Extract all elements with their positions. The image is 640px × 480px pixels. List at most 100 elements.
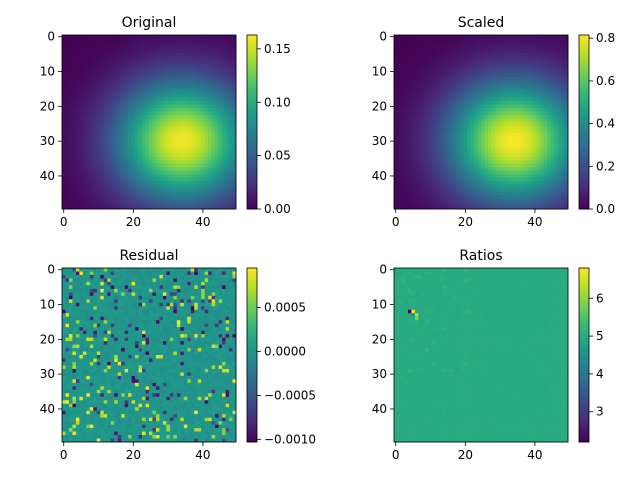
heatmap-cell	[173, 163, 178, 168]
heatmap-cell	[166, 142, 171, 147]
heatmap-cell	[62, 142, 66, 147]
heatmap-cell	[62, 101, 66, 105]
heatmap-cell	[211, 76, 216, 81]
heatmap-cell	[404, 202, 409, 206]
heatmap-cell	[128, 170, 132, 175]
heatmap-cell	[400, 83, 405, 88]
heatmap-cell	[176, 76, 181, 81]
heatmap-cell	[169, 111, 174, 116]
heatmap-cell	[428, 181, 433, 185]
heatmap-cell	[397, 38, 402, 43]
heatmap-cell	[103, 139, 108, 144]
heatmap-cell	[508, 153, 513, 158]
heatmap-cell	[96, 163, 101, 168]
heatmap-cell	[435, 41, 440, 46]
heatmap-cell	[65, 156, 70, 161]
heatmap-cell	[162, 160, 167, 165]
heatmap-cell	[100, 62, 105, 67]
heatmap-cell	[169, 104, 174, 109]
heatmap-cell	[166, 125, 171, 130]
heatmap-cell	[131, 76, 136, 81]
heatmap-cell	[194, 142, 199, 147]
heatmap-cell	[107, 80, 112, 85]
heatmap-cell	[194, 101, 199, 105]
heatmap-cell	[470, 142, 475, 147]
heatmap-cell	[75, 90, 80, 95]
heatmap-cell	[82, 111, 87, 116]
heatmap-cell	[162, 118, 167, 123]
heatmap-cell	[404, 128, 409, 133]
heatmap-cell	[561, 198, 565, 203]
heatmap-cell	[72, 135, 77, 140]
heatmap-cell	[470, 35, 475, 39]
heatmap-cell	[428, 122, 433, 126]
heatmap-cell	[400, 115, 405, 119]
heatmap-cell	[414, 115, 419, 119]
heatmap-cell	[86, 108, 91, 112]
heatmap-cell	[540, 184, 544, 189]
heatmap-cell	[515, 195, 520, 199]
heatmap-cell	[529, 104, 534, 109]
heatmap-cell	[439, 142, 444, 147]
heatmap-cell	[487, 149, 492, 154]
heatmap-cell	[442, 41, 447, 46]
heatmap-cell	[526, 153, 531, 158]
heatmap-cell	[211, 104, 216, 109]
heatmap-cell	[218, 205, 223, 210]
heatmap-cell	[463, 181, 468, 185]
heatmap-cell	[166, 156, 171, 161]
heatmap-cell	[547, 66, 551, 71]
heatmap-cell	[166, 146, 171, 151]
heatmap-cell	[425, 108, 430, 112]
heatmap-cell	[187, 177, 192, 182]
heatmap-cell	[190, 83, 195, 88]
heatmap-cell	[508, 149, 513, 154]
heatmap-cell	[487, 104, 492, 109]
heatmap-cell	[68, 62, 73, 67]
heatmap-cell	[100, 125, 105, 130]
heatmap-cell	[225, 45, 230, 50]
heatmap-cell	[404, 101, 409, 105]
heatmap-cell	[411, 191, 416, 196]
heatmap-cell	[477, 163, 482, 168]
heatmap-cell	[93, 94, 98, 98]
heatmap-cell	[400, 62, 405, 67]
heatmap-cell	[557, 191, 562, 196]
heatmap-cell	[229, 35, 233, 39]
heatmap-cell	[456, 62, 461, 67]
heatmap-cell	[86, 188, 91, 192]
heatmap-cell	[211, 111, 216, 116]
heatmap-cell	[543, 52, 548, 57]
heatmap-cell	[72, 38, 77, 43]
heatmap-cell	[204, 59, 209, 64]
heatmap-cell	[180, 90, 185, 95]
heatmap-cell	[421, 35, 426, 39]
heatmap-cell	[152, 188, 157, 192]
heatmap-cell	[477, 101, 482, 105]
heatmap-cell	[110, 55, 115, 60]
heatmap-cell	[155, 139, 160, 144]
heatmap-cell	[149, 163, 153, 168]
heatmap-cell	[519, 128, 524, 133]
heatmap-cell	[75, 198, 80, 203]
heatmap-cell	[183, 83, 188, 88]
heatmap-cell	[494, 101, 499, 105]
heatmap-cell	[414, 101, 419, 105]
heatmap-cell	[432, 73, 437, 78]
heatmap-cell	[400, 59, 405, 64]
heatmap-cell	[201, 38, 206, 43]
heatmap-cell	[547, 52, 551, 57]
heatmap-cell	[491, 48, 496, 53]
heatmap-cell	[162, 108, 167, 112]
heatmap-cell	[93, 59, 98, 64]
heatmap-cell	[75, 195, 80, 199]
heatmap-cell	[432, 184, 437, 189]
heatmap-cell	[557, 184, 562, 189]
heatmap-cell	[463, 149, 468, 154]
heatmap-cell	[138, 195, 143, 199]
heatmap-cell	[194, 195, 199, 199]
heatmap-cell	[522, 149, 527, 154]
heatmap-cell	[72, 184, 77, 189]
heatmap-cell	[487, 83, 492, 88]
heatmap-cell	[501, 122, 506, 126]
